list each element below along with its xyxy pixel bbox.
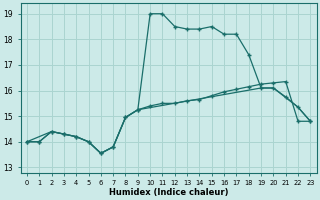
X-axis label: Humidex (Indice chaleur): Humidex (Indice chaleur) bbox=[109, 188, 228, 197]
